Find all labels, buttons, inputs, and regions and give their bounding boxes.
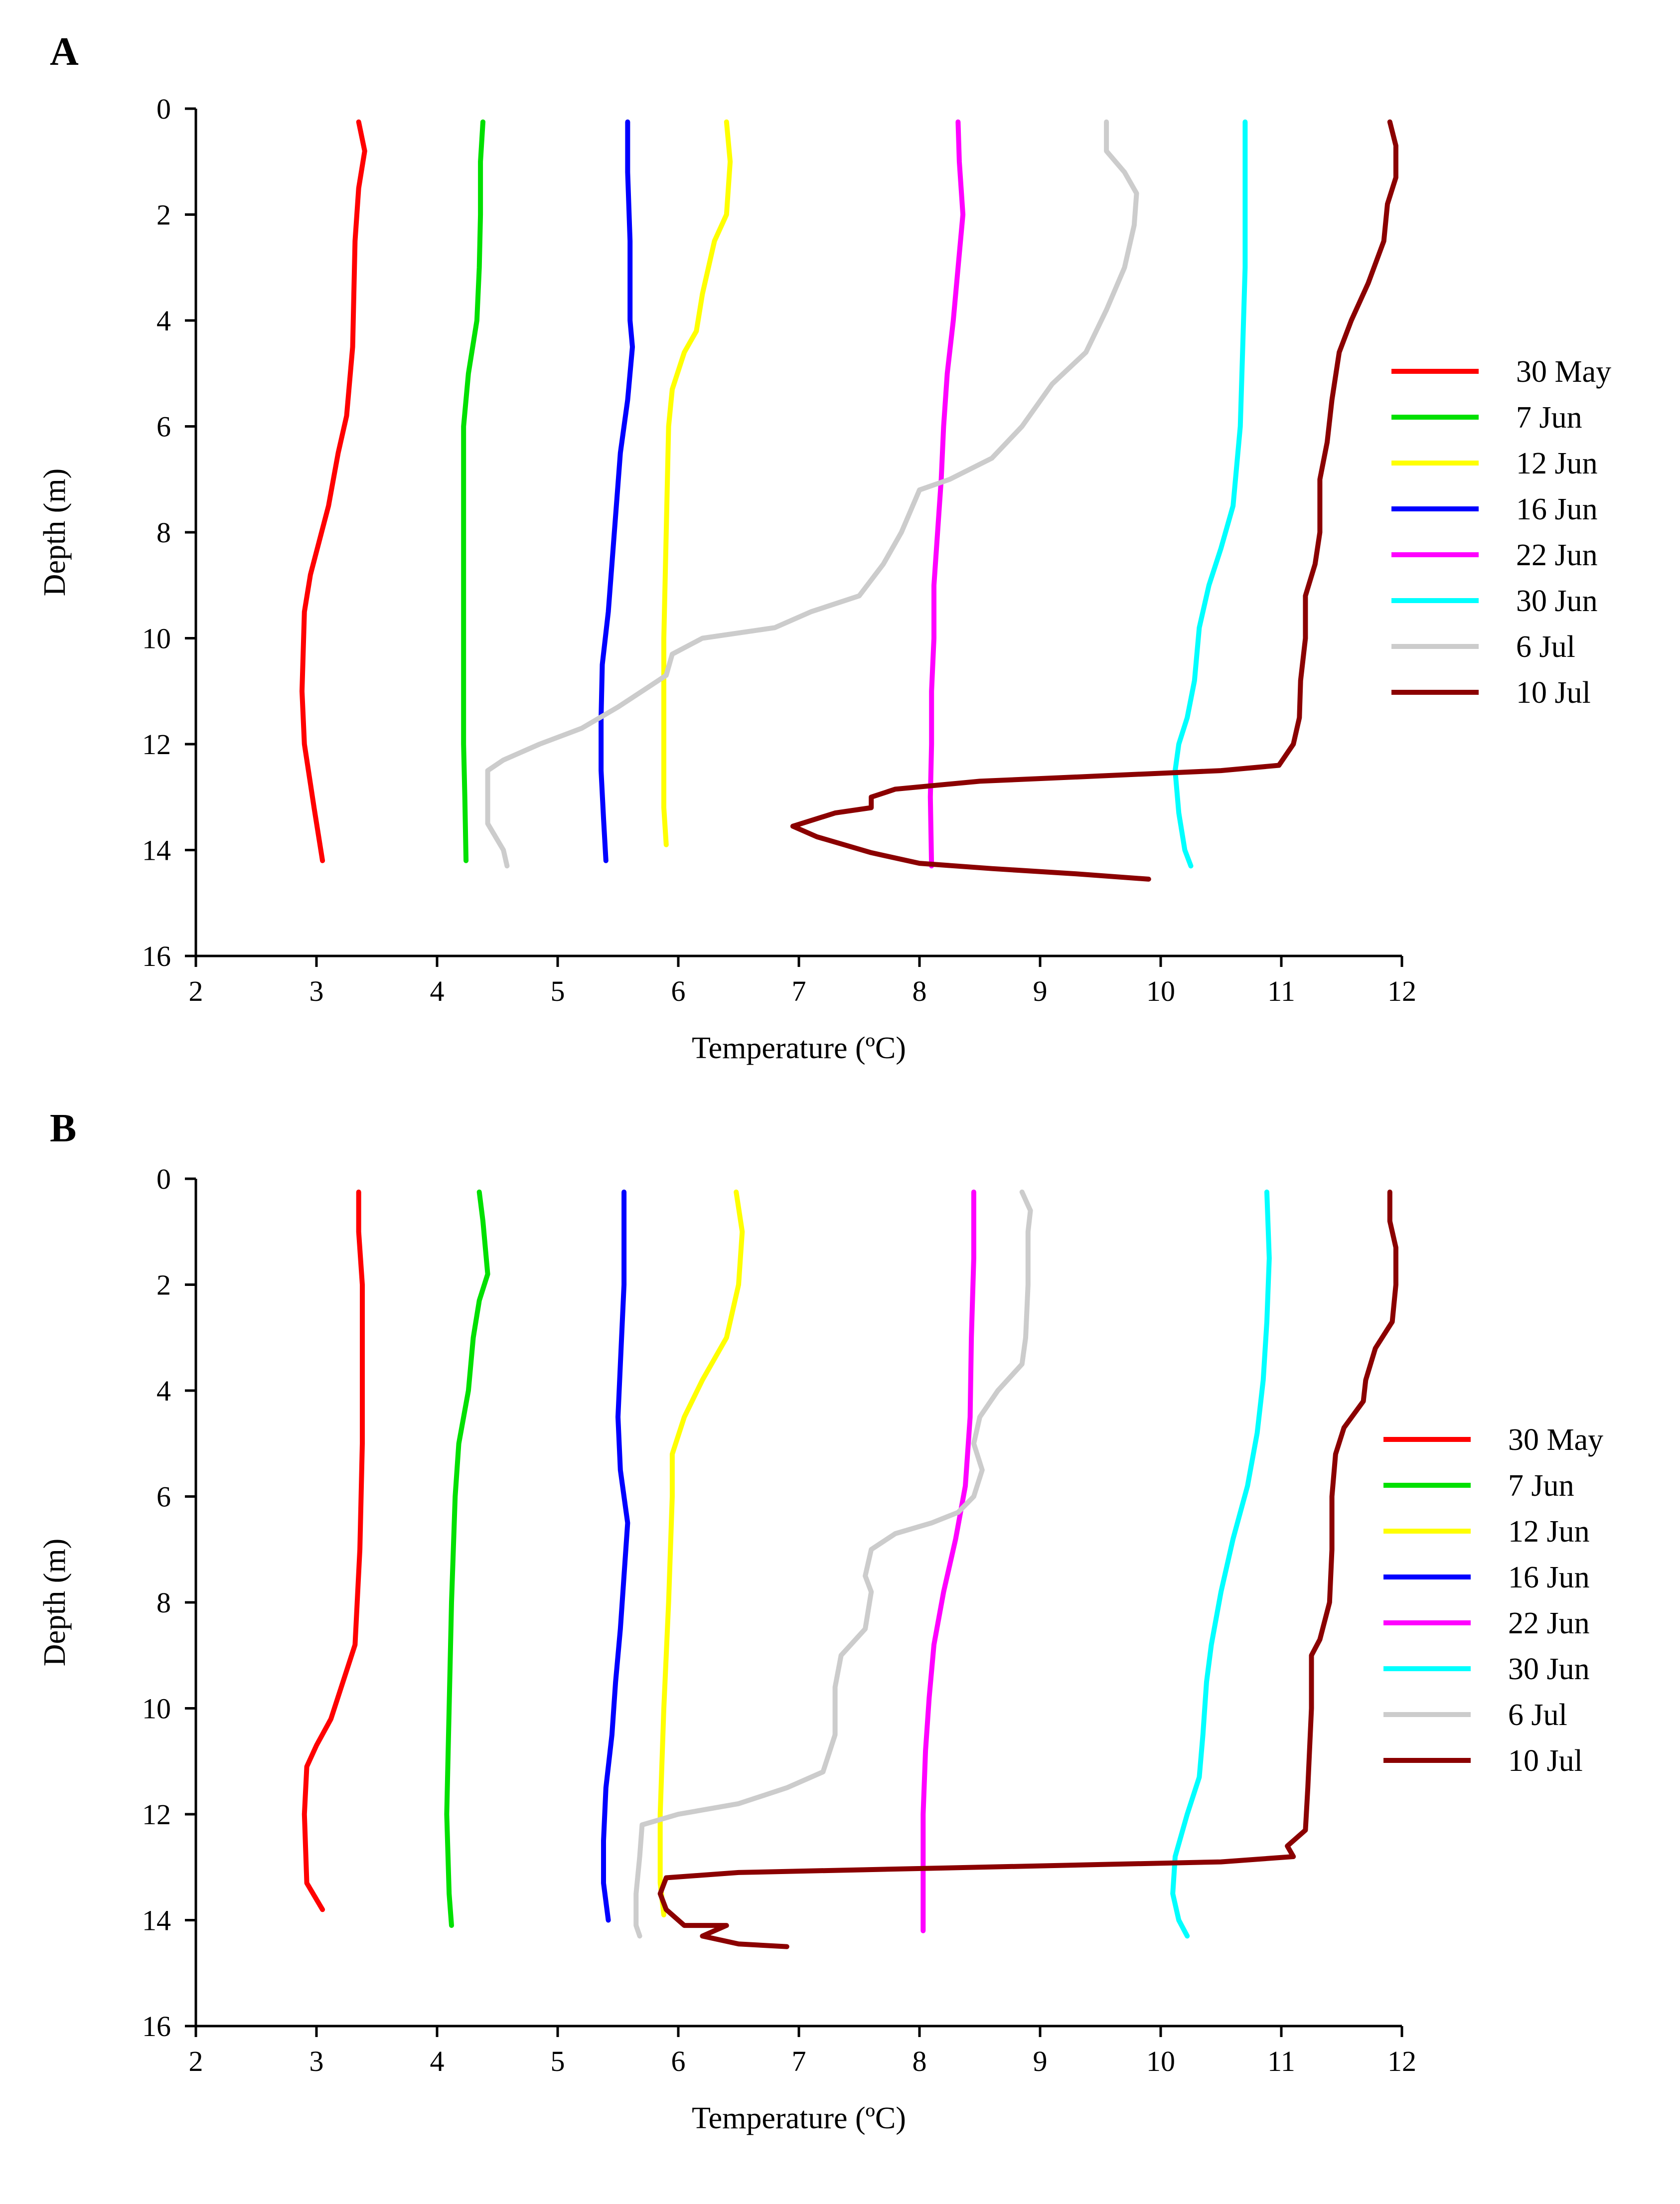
- panel-b-x-tick-label: 5: [551, 2045, 565, 2077]
- panel-a-series-30-jun: [1173, 119, 1248, 869]
- panel-b-series-10-jul: [657, 1189, 1398, 1949]
- panel-b-y-tick-label: 2: [156, 1269, 171, 1301]
- panel-b-x-tick-label: 10: [1146, 2045, 1175, 2077]
- panel-a-y-tick-label: 2: [156, 199, 171, 231]
- panel-b-series-6-jul: [633, 1189, 1033, 1939]
- panel-a-x-tick-label: 8: [913, 975, 927, 1007]
- panel-b-legend-label-12-jun: 12 Jun: [1508, 1515, 1590, 1549]
- panel-a-x-tick-label: 12: [1387, 975, 1416, 1007]
- panel-a-legend: 30 May 7 Jun 12 Jun 16 Jun 22 Jun 30 Jun 6 Jul…: [1391, 355, 1611, 710]
- panel-b-legend: 30 May 7 Jun 12 Jun 16 Jun 22 Jun 30 Jun 6 Jul…: [1383, 1423, 1603, 1778]
- panel-b-series-7-jun: [444, 1189, 490, 1928]
- panel-a-x-tick-label: 4: [430, 975, 445, 1007]
- panel-b-x-axis-title: Temperature (ºC): [692, 2101, 906, 2135]
- panel-b: B 2 3 4 5 6 7 8 9 10 11 12 0 2 4 6 8 10 12 14 16 Temperature …: [38, 1106, 1603, 2135]
- panel-b-x-tick-label: 3: [309, 2045, 324, 2077]
- panel-b-x-tick-label: 11: [1267, 2045, 1295, 2077]
- panel-b-legend-label-22-jun: 22 Jun: [1508, 1606, 1590, 1640]
- panel-b-legend-label-30-jun: 30 Jun: [1508, 1652, 1590, 1686]
- panel-b-x-tick-label: 8: [913, 2045, 927, 2077]
- panel-a-y-tick-label: 14: [142, 834, 171, 867]
- panel-a-legend-label-30-may: 30 May: [1516, 355, 1611, 389]
- panel-b-x-tick-label: 9: [1033, 2045, 1048, 2077]
- panel-b-y-tick-label: 14: [142, 1904, 171, 1937]
- panel-a-series-30-may: [300, 119, 367, 863]
- panel-b-series-30-may: [302, 1189, 365, 1912]
- panel-b-x-tick-label: 12: [1387, 2045, 1416, 2077]
- panel-a-legend-label-12-jun: 12 Jun: [1516, 447, 1598, 480]
- panel-b-x-tick-label: 6: [671, 2045, 686, 2077]
- panel-b-y-tick-label: 8: [156, 1586, 171, 1619]
- panel-b-y-tick-label: 4: [156, 1375, 171, 1407]
- panel-a-x-tick-label: 10: [1146, 975, 1175, 1007]
- panel-a-legend-label-22-jun: 22 Jun: [1516, 538, 1598, 572]
- panel-a-y-tick-label: 8: [156, 516, 171, 549]
- panel-a-x-tick-label: 7: [792, 975, 806, 1007]
- panel-b-legend-label-10-jul: 10 Jul: [1508, 1744, 1583, 1778]
- panel-b-legend-label-6-jul: 6 Jul: [1508, 1698, 1567, 1732]
- panel-b-y-tick-label: 12: [142, 1798, 171, 1831]
- panel-b-y-tick-label: 0: [156, 1163, 171, 1195]
- panel-a-legend-label-30-jun: 30 Jun: [1516, 584, 1598, 618]
- panel-b-label: B: [50, 1106, 76, 1150]
- panel-b-y-axis-title: Depth (m): [38, 1539, 72, 1667]
- panel-a-y-tick-label: 0: [156, 93, 171, 125]
- panel-a-series-22-jun: [927, 119, 966, 869]
- panel-a-x-tick-label: 5: [551, 975, 565, 1007]
- panel-b-series-30-jun: [1170, 1189, 1272, 1939]
- panel-a-label: A: [50, 30, 79, 74]
- panel-a-series-12-jun: [661, 119, 733, 847]
- panel-a-x-tick-label: 6: [671, 975, 686, 1007]
- panel-b-legend-label-7-jun: 7 Jun: [1508, 1469, 1574, 1503]
- panel-b-legend-label-30-may: 30 May: [1508, 1423, 1603, 1457]
- panel-a-y-axis-title: Depth (m): [38, 469, 72, 597]
- panel-a-x-axis-title: Temperature (ºC): [692, 1031, 906, 1065]
- panel-b-y-tick-label: 10: [142, 1693, 171, 1725]
- panel-b-series-22-jun: [920, 1189, 976, 1933]
- panel-a-series-7-jun: [461, 119, 485, 863]
- panel-a-legend-label-10-jul: 10 Jul: [1516, 676, 1591, 710]
- panel-a-legend-label-16-jun: 16 Jun: [1516, 492, 1598, 526]
- panel-a-legend-label-7-jun: 7 Jun: [1516, 401, 1582, 435]
- panel-b-y-tick-label: 6: [156, 1481, 171, 1513]
- panel-a-x-tick-label: 3: [309, 975, 324, 1007]
- panel-a-y-tick-label: 4: [156, 305, 171, 337]
- panel-b-x-tick-label: 2: [189, 2045, 203, 2077]
- panel-a-series-16-jun: [599, 119, 635, 863]
- panel-b-x-tick-label: 7: [792, 2045, 806, 2077]
- panel-b-series-16-jun: [601, 1189, 630, 1923]
- panel-a-legend-label-6-jul: 6 Jul: [1516, 630, 1575, 664]
- panel-b-x-tick-label: 4: [430, 2045, 445, 2077]
- panel-a-x-tick-label: 11: [1267, 975, 1295, 1007]
- panel-a-x-tick-label: 9: [1033, 975, 1048, 1007]
- panel-b-legend-label-16-jun: 16 Jun: [1508, 1561, 1590, 1594]
- panel-a-series-10-jul: [790, 119, 1398, 882]
- panel-a-series-6-jul: [485, 119, 1139, 869]
- panel-a: A 2 3 4 5 6 7 8 9 10 11 12 0 2 4 6 8 10 12 14 16 Temperature …: [38, 30, 1611, 1065]
- panel-a-x-tick-label: 2: [189, 975, 203, 1007]
- panel-a-y-tick-label: 10: [142, 623, 171, 655]
- panel-b-series-12-jun: [657, 1189, 745, 1917]
- panel-b-y-tick-label: 16: [142, 2010, 171, 2043]
- panel-a-y-tick-label: 12: [142, 728, 171, 761]
- panel-a-y-tick-label: 6: [156, 411, 171, 443]
- panel-a-y-tick-label: 16: [142, 940, 171, 972]
